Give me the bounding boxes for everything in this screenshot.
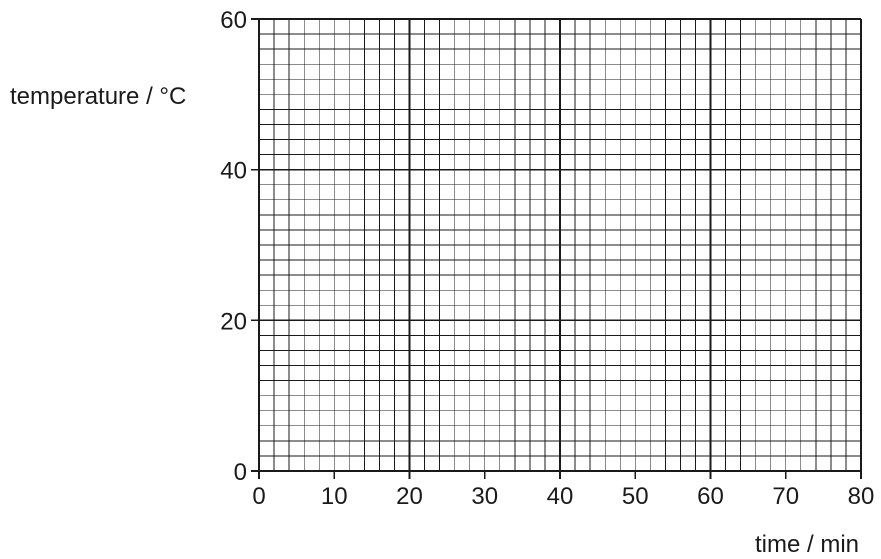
y-tick-label: 40 — [220, 158, 247, 185]
x-tick-label: 20 — [396, 483, 423, 510]
tick-labels: 0 10 20 30 40 50 60 70 80 0 20 40 60 — [220, 7, 874, 510]
minor-grid — [258, 18, 862, 472]
y-tick-label: 0 — [234, 459, 247, 486]
y-tick-label: 20 — [220, 308, 247, 335]
x-tick-label: 80 — [848, 483, 875, 510]
x-tick-label: 30 — [471, 483, 498, 510]
x-tick-label: 10 — [321, 483, 348, 510]
x-tick-label: 70 — [772, 483, 799, 510]
axes — [251, 18, 862, 479]
x-tick-label: 50 — [622, 483, 649, 510]
x-tick-label: 60 — [697, 483, 724, 510]
y-tick-label: 60 — [220, 7, 247, 34]
x-tick-label: 40 — [547, 483, 574, 510]
y-axis-title: temperature / °C — [10, 83, 186, 110]
x-tick-label: 0 — [252, 483, 265, 510]
x-axis-title: time / min — [755, 531, 859, 558]
